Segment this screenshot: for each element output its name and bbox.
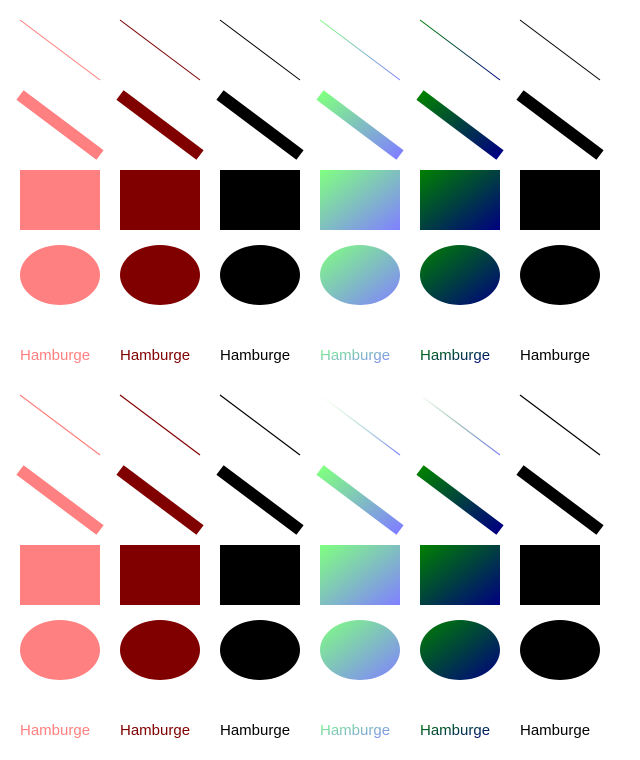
label-gradient-dark: Hamburge bbox=[420, 347, 490, 364]
thick-line-maroon bbox=[116, 465, 204, 535]
rect-gradient-dark bbox=[420, 545, 500, 605]
ellipse-gradient-light bbox=[320, 620, 400, 680]
thin-line-pink bbox=[19, 19, 101, 81]
block-2: Hamburge Hamburge Hamburge Hamburge Hamb… bbox=[16, 394, 604, 739]
rect-maroon bbox=[120, 170, 200, 230]
ellipse-gradient-light bbox=[320, 245, 400, 305]
label-black: Hamburge bbox=[220, 722, 290, 739]
thin-line-maroon bbox=[119, 19, 201, 81]
rect-black bbox=[220, 545, 300, 605]
thick-line-black bbox=[216, 465, 304, 535]
label-maroon: Hamburge bbox=[120, 347, 190, 364]
ellipse-maroon bbox=[120, 245, 200, 305]
thin-line-black bbox=[219, 394, 301, 456]
thick-line-gradient-dark bbox=[416, 465, 504, 535]
thin-line-maroon bbox=[119, 394, 201, 456]
ellipse-gradient-dark bbox=[420, 245, 500, 305]
ellipse-black bbox=[220, 620, 300, 680]
rect-pink bbox=[20, 170, 100, 230]
thick-line-black bbox=[216, 90, 304, 160]
thick-line-gradient-light bbox=[316, 465, 404, 535]
label-maroon: Hamburge bbox=[120, 722, 190, 739]
label-gradient-dark: Hamburge bbox=[420, 722, 490, 739]
label-pink: Hamburge bbox=[20, 722, 90, 739]
rect-black-2 bbox=[520, 170, 600, 230]
rect-gradient-dark bbox=[420, 170, 500, 230]
thin-line-gradient-dark-faded bbox=[419, 394, 501, 456]
rect-gradient-light bbox=[320, 545, 400, 605]
rect-black-2 bbox=[520, 545, 600, 605]
block-1: Hamburge Hamburge Hamburge Hamburge Hamb… bbox=[16, 19, 604, 364]
rect-black bbox=[220, 170, 300, 230]
thick-line-pink bbox=[16, 90, 104, 160]
thin-line-gradient-dark bbox=[419, 19, 501, 81]
thick-line-maroon bbox=[116, 90, 204, 160]
ellipse-maroon bbox=[120, 620, 200, 680]
thin-line-gradient-light bbox=[319, 19, 401, 81]
label-gradient-light: Hamburge bbox=[320, 347, 390, 364]
thick-line-gradient-dark bbox=[416, 90, 504, 160]
label-black-2: Hamburge bbox=[520, 722, 590, 739]
thin-line-black-2 bbox=[519, 394, 601, 456]
label-black: Hamburge bbox=[220, 347, 290, 364]
ellipse-black-2 bbox=[520, 245, 600, 305]
rect-gradient-light bbox=[320, 170, 400, 230]
ellipse-gradient-dark bbox=[420, 620, 500, 680]
ellipse-pink bbox=[20, 245, 100, 305]
rect-pink bbox=[20, 545, 100, 605]
thick-line-pink bbox=[16, 465, 104, 535]
ellipse-black-2 bbox=[520, 620, 600, 680]
thick-line-gradient-light bbox=[316, 90, 404, 160]
thin-line-black-2 bbox=[519, 19, 601, 81]
thick-line-black-2 bbox=[516, 465, 604, 535]
thick-line-black-2 bbox=[516, 90, 604, 160]
thin-line-pink bbox=[19, 394, 101, 456]
label-gradient-light: Hamburge bbox=[320, 722, 390, 739]
thin-line-black bbox=[219, 19, 301, 81]
ellipse-pink bbox=[20, 620, 100, 680]
ellipse-black bbox=[220, 245, 300, 305]
thin-line-gradient-light-faded bbox=[319, 394, 401, 456]
rect-maroon bbox=[120, 545, 200, 605]
label-black-2: Hamburge bbox=[520, 347, 590, 364]
label-pink: Hamburge bbox=[20, 347, 90, 364]
